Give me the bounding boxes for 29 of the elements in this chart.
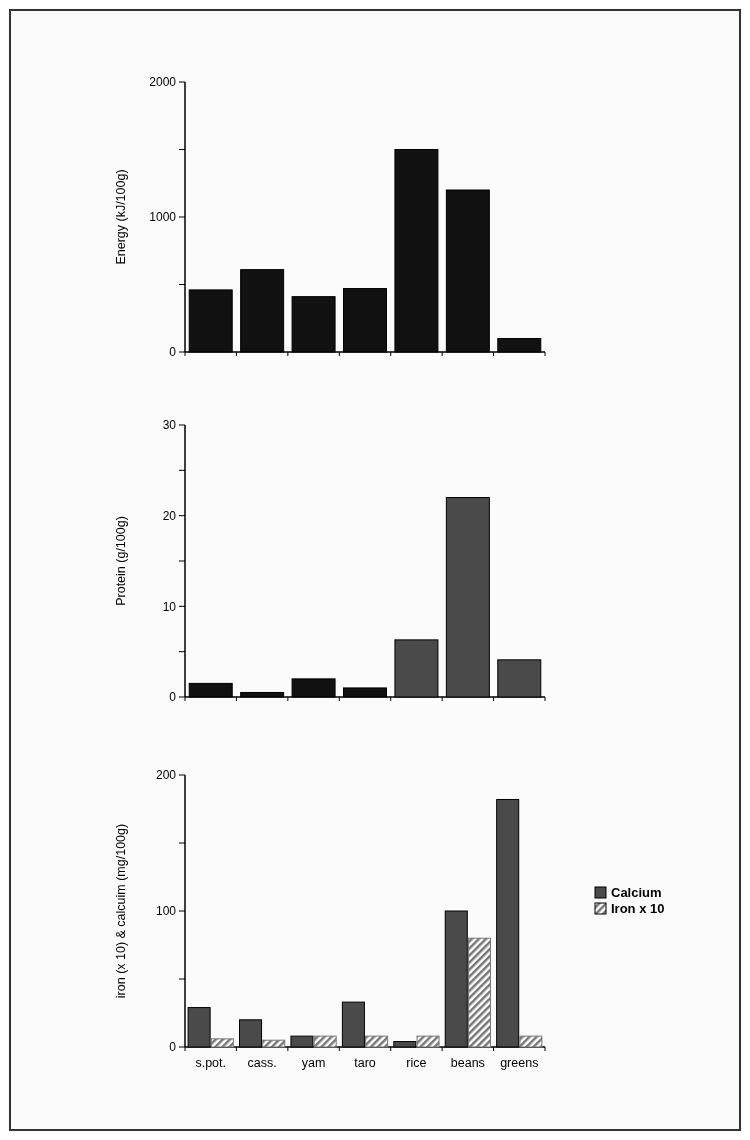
y-tick-label: 30 xyxy=(162,418,177,433)
x-tick-label: s.pot. xyxy=(195,1056,226,1070)
x-tick-label: rice xyxy=(406,1056,427,1070)
y-tick-label: 2000 xyxy=(149,75,177,90)
bar xyxy=(262,1039,286,1048)
bar xyxy=(467,937,491,1048)
y-tick-label: 0 xyxy=(169,1040,177,1055)
y-axis-title: Energy (kJ/100g) xyxy=(114,169,128,265)
bar xyxy=(210,1038,234,1048)
x-tick-label: yam xyxy=(301,1056,326,1070)
y-axis-title: Protein (g/100g) xyxy=(114,516,128,606)
y-tick-label: 100 xyxy=(155,904,177,919)
bar xyxy=(365,1035,389,1048)
y-tick-label: 10 xyxy=(162,599,177,614)
bar xyxy=(416,1035,440,1048)
y-tick-label: 0 xyxy=(169,345,177,360)
y-axis-title: iron (x 10) & calcuim (mg/100g) xyxy=(114,823,128,999)
bar xyxy=(519,1035,543,1048)
y-tick-label: 200 xyxy=(155,768,177,783)
legend-label: Calcium xyxy=(611,885,662,900)
y-tick-label: 1000 xyxy=(149,210,177,225)
y-tick-label: 0 xyxy=(169,690,177,705)
x-tick-label: greens xyxy=(500,1056,539,1070)
x-tick-label: beans xyxy=(450,1056,485,1070)
legend-label: Iron x 10 xyxy=(611,901,665,916)
x-tick-label: taro xyxy=(354,1056,376,1070)
x-tick-label: cass. xyxy=(247,1056,277,1070)
bar xyxy=(313,1035,337,1048)
y-tick-label: 20 xyxy=(162,508,177,523)
